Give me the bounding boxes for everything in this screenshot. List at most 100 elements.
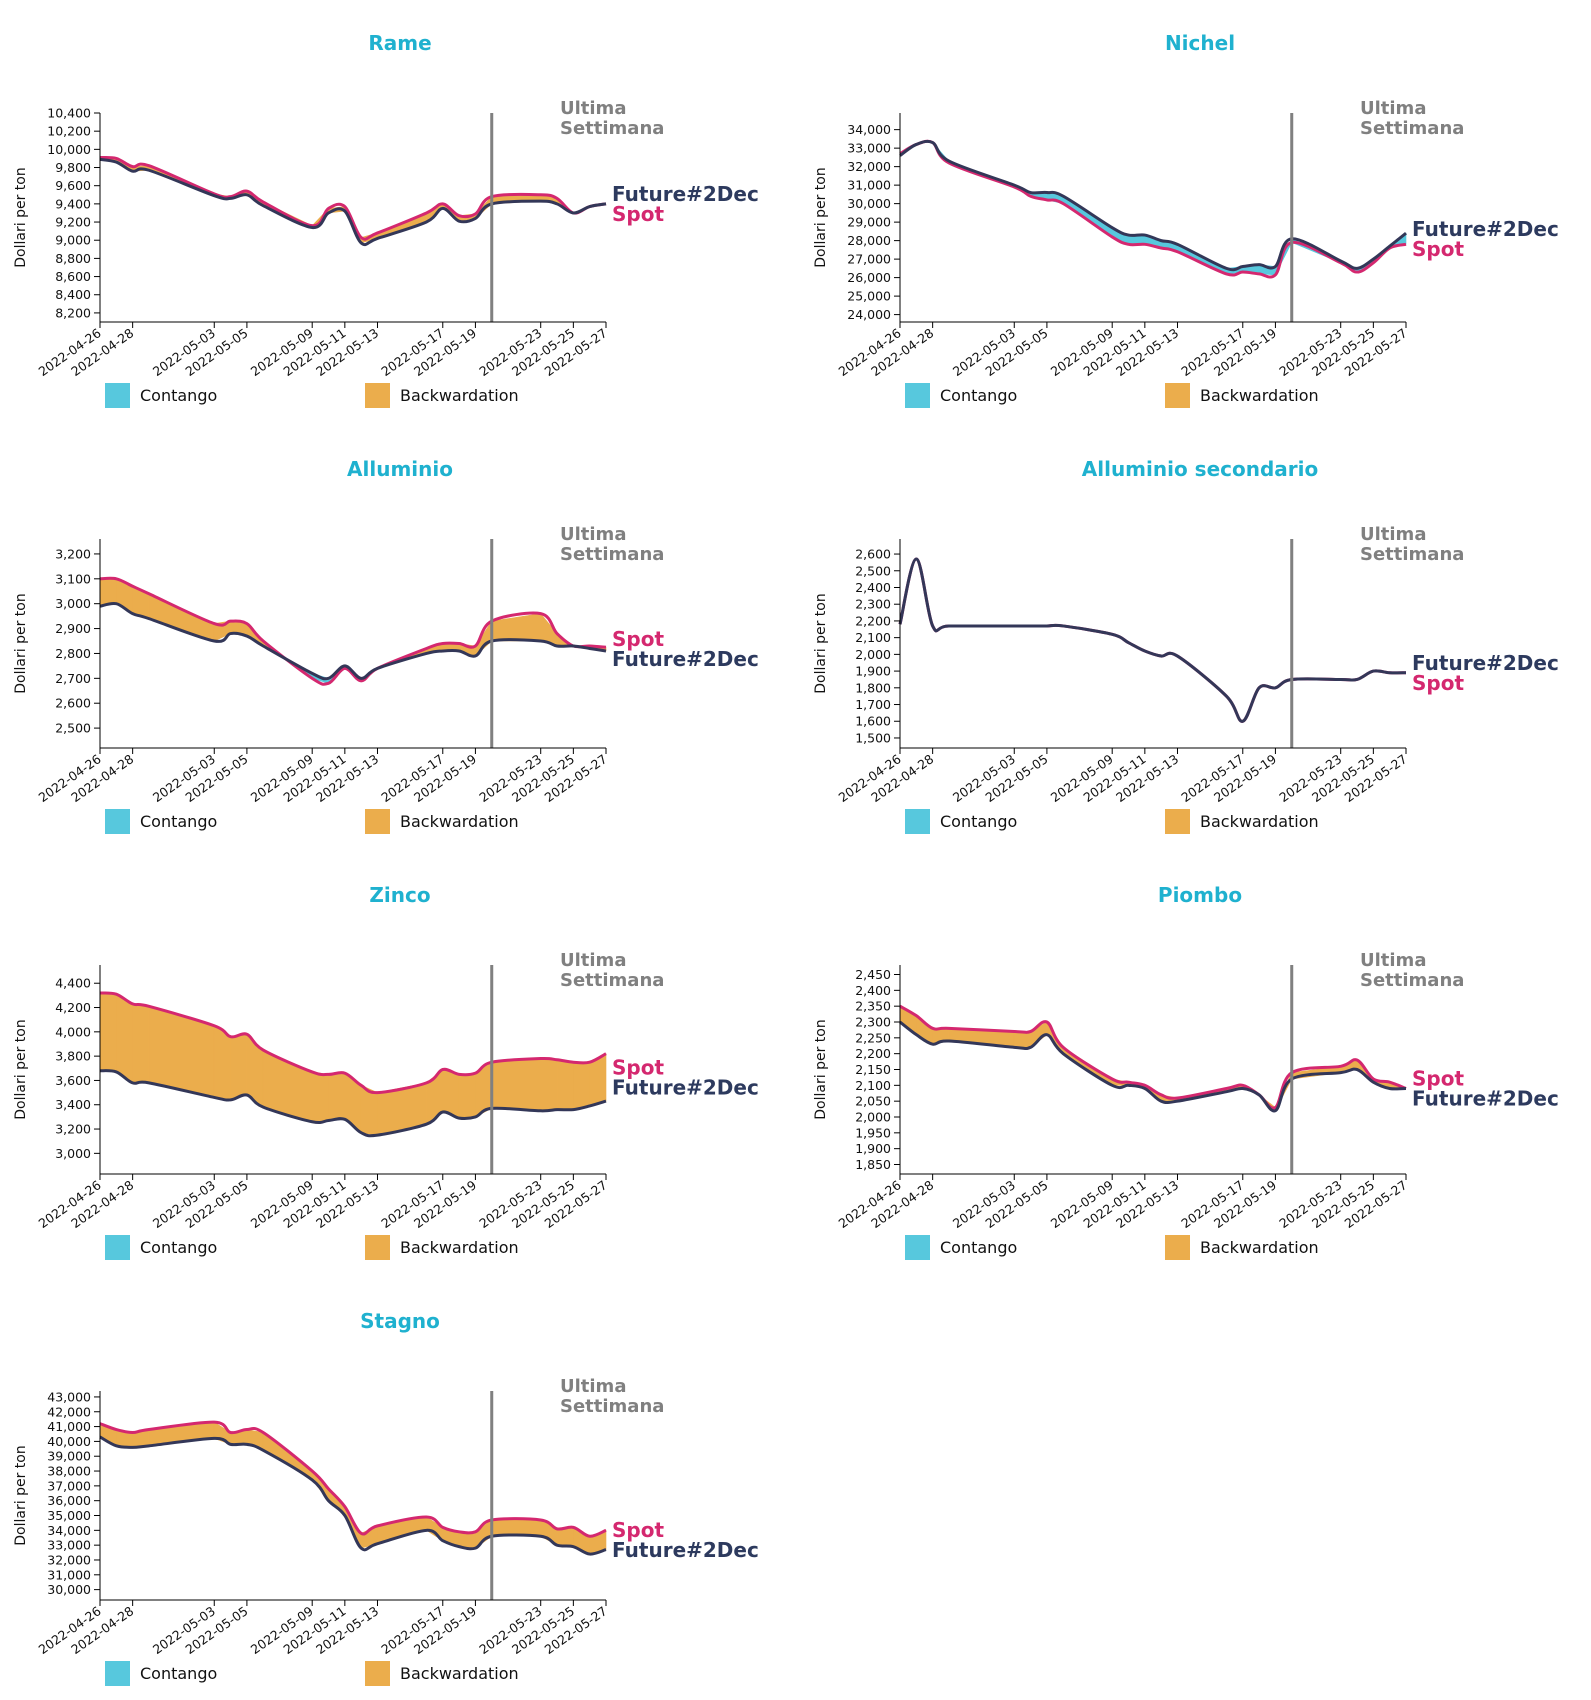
chart-panel-alluminio-secondario: Alluminio secondario Ultima Settimana 1,500… bbox=[800, 426, 1590, 846]
legend-backwardation-swatch bbox=[365, 383, 390, 408]
week-label-line: Ultima bbox=[560, 950, 626, 971]
y-axis-label: Dollari per ton bbox=[13, 1019, 29, 1119]
backwardation-area bbox=[328, 1072, 346, 1121]
y-tick-label: 2,400 bbox=[855, 580, 891, 595]
week-label-line: Settimana bbox=[560, 1396, 664, 1417]
legend-contango-label: Contango bbox=[940, 812, 1017, 831]
y-tick-label: 40,000 bbox=[47, 1434, 91, 1449]
y-tick-label: 1,900 bbox=[855, 664, 891, 679]
week-label-line: Ultima bbox=[1360, 524, 1426, 545]
spot-line bbox=[99, 991, 607, 1095]
y-tick-label: 2,300 bbox=[855, 1015, 891, 1030]
y-tick-label: 2,200 bbox=[855, 613, 891, 628]
legend-backwardation-label: Backwardation bbox=[1200, 1238, 1319, 1257]
legend-backwardation-swatch bbox=[1165, 383, 1190, 408]
spot-end-label: Spot bbox=[612, 627, 664, 651]
legend-backwardation-swatch bbox=[365, 809, 390, 834]
spot-end-label: Spot bbox=[1412, 1067, 1464, 1091]
chart-svg: Rame Ultima Settimana 8,200 8,400 8,600 8,800 9… bbox=[13, 31, 759, 408]
y-tick-label: 10,000 bbox=[47, 142, 91, 157]
backwardation-area bbox=[230, 1033, 248, 1101]
y-tick-label: 33,000 bbox=[47, 1538, 91, 1553]
chart-title: Zinco bbox=[369, 883, 430, 907]
legend-contango-label: Contango bbox=[140, 812, 217, 831]
legend-backwardation-label: Backwardation bbox=[400, 1238, 519, 1257]
y-tick-label: 29,000 bbox=[847, 215, 891, 230]
y-tick-label: 10,200 bbox=[47, 124, 91, 139]
week-label: Ultima Settimana bbox=[1360, 524, 1464, 565]
week-label: Ultima Settimana bbox=[560, 98, 664, 139]
spot-end-label: Spot bbox=[612, 1055, 664, 1079]
chart-svg: Piombo Ultima Settimana 1,8501,9001,9502,00… bbox=[813, 883, 1559, 1260]
spot-end-label: Spot bbox=[1412, 237, 1464, 261]
y-tick-label: 2,200 bbox=[855, 1046, 891, 1061]
y-tick-label: 39,000 bbox=[47, 1449, 91, 1464]
y-tick-label: 1,950 bbox=[855, 1125, 891, 1140]
y-tick-label: 4,400 bbox=[55, 976, 91, 991]
y-tick-label: 2,600 bbox=[55, 696, 91, 711]
y-tick-label: 2,350 bbox=[855, 999, 891, 1014]
chart-panel-nichel: Nichel Ultima Settimana 24,000 25,000 26,000 2… bbox=[800, 0, 1590, 420]
chart-title: Nichel bbox=[1165, 31, 1235, 55]
y-tick-label: 26,000 bbox=[847, 270, 891, 285]
future-end-label: Future#2Dec bbox=[612, 1538, 759, 1562]
week-label-line: Ultima bbox=[560, 98, 626, 119]
y-tick-label: 31,000 bbox=[847, 178, 891, 193]
y-tick-label: 37,000 bbox=[47, 1478, 91, 1493]
chart-panel-zinco: Zinco Ultima Settimana 3,000 3,200 3,400 3,600… bbox=[0, 852, 790, 1272]
legend-contango-label: Contango bbox=[940, 386, 1017, 405]
y-axis-label: Dollari per ton bbox=[813, 167, 829, 267]
spot-line bbox=[99, 1420, 607, 1538]
backwardation-area bbox=[116, 993, 133, 1084]
y-tick-label: 1,700 bbox=[855, 697, 891, 712]
legend-contango-swatch bbox=[105, 1661, 130, 1686]
y-tick-label: 33,000 bbox=[847, 141, 891, 156]
y-tick-label: 2,400 bbox=[855, 983, 891, 998]
y-tick-label: 3,000 bbox=[55, 596, 91, 611]
legend-contango-label: Contango bbox=[940, 1238, 1017, 1257]
y-tick-label: 2,900 bbox=[55, 621, 91, 636]
y-tick-label: 2,500 bbox=[855, 563, 891, 578]
backwardation-area bbox=[148, 593, 215, 642]
week-label-line: Settimana bbox=[1360, 544, 1464, 565]
legend-contango-label: Contango bbox=[140, 1238, 217, 1257]
chart-title: Piombo bbox=[1158, 883, 1242, 907]
week-label-line: Settimana bbox=[1360, 970, 1464, 991]
y-tick-label: 3,100 bbox=[55, 571, 91, 586]
y-tick-label: 9,000 bbox=[55, 233, 91, 248]
spot-line bbox=[99, 576, 607, 686]
spot-end-label: Spot bbox=[612, 202, 664, 226]
future-line bbox=[899, 1020, 1407, 1113]
future-end-label: Future#2Dec bbox=[1412, 1087, 1559, 1111]
week-label-line: Ultima bbox=[1360, 950, 1426, 971]
y-tick-label: 2,800 bbox=[55, 646, 91, 661]
future-end-label: Future#2Dec bbox=[612, 647, 759, 671]
future-line bbox=[899, 139, 1407, 272]
week-label-line: Settimana bbox=[560, 544, 664, 565]
backwardation-area bbox=[458, 1072, 476, 1119]
y-tick-label: 4,200 bbox=[55, 1000, 91, 1015]
y-tick-label: 38,000 bbox=[47, 1464, 91, 1479]
chart-svg: Alluminio secondario Ultima Settimana 1,500… bbox=[813, 457, 1559, 834]
y-tick-label: 43,000 bbox=[47, 1389, 91, 1404]
legend-backwardation-label: Backwardation bbox=[1200, 386, 1319, 405]
future-line bbox=[99, 157, 607, 247]
legend-backwardation-label: Backwardation bbox=[400, 812, 519, 831]
y-tick-label: 2,300 bbox=[855, 597, 891, 612]
backwardation-area bbox=[1013, 1031, 1031, 1048]
chart-title: Stagno bbox=[360, 1309, 440, 1333]
y-tick-label: 2,250 bbox=[855, 1030, 891, 1045]
legend-backwardation-label: Backwardation bbox=[400, 386, 519, 405]
y-tick-label: 8,600 bbox=[55, 269, 91, 284]
legend-backwardation-swatch bbox=[1165, 1235, 1190, 1260]
y-tick-label: 9,800 bbox=[55, 160, 91, 175]
chart-panel-rame: Rame Ultima Settimana 8,200 8,400 8,600 8,800 9… bbox=[0, 0, 790, 420]
week-label-line: Settimana bbox=[560, 118, 664, 139]
y-tick-label: 32,000 bbox=[847, 159, 891, 174]
spot-end-label: Spot bbox=[1412, 671, 1464, 695]
legend-backwardation-label: Backwardation bbox=[1200, 812, 1319, 831]
week-label: Ultima Settimana bbox=[1360, 98, 1464, 139]
week-label-line: Ultima bbox=[560, 524, 626, 545]
backwardation-area bbox=[99, 992, 117, 1073]
